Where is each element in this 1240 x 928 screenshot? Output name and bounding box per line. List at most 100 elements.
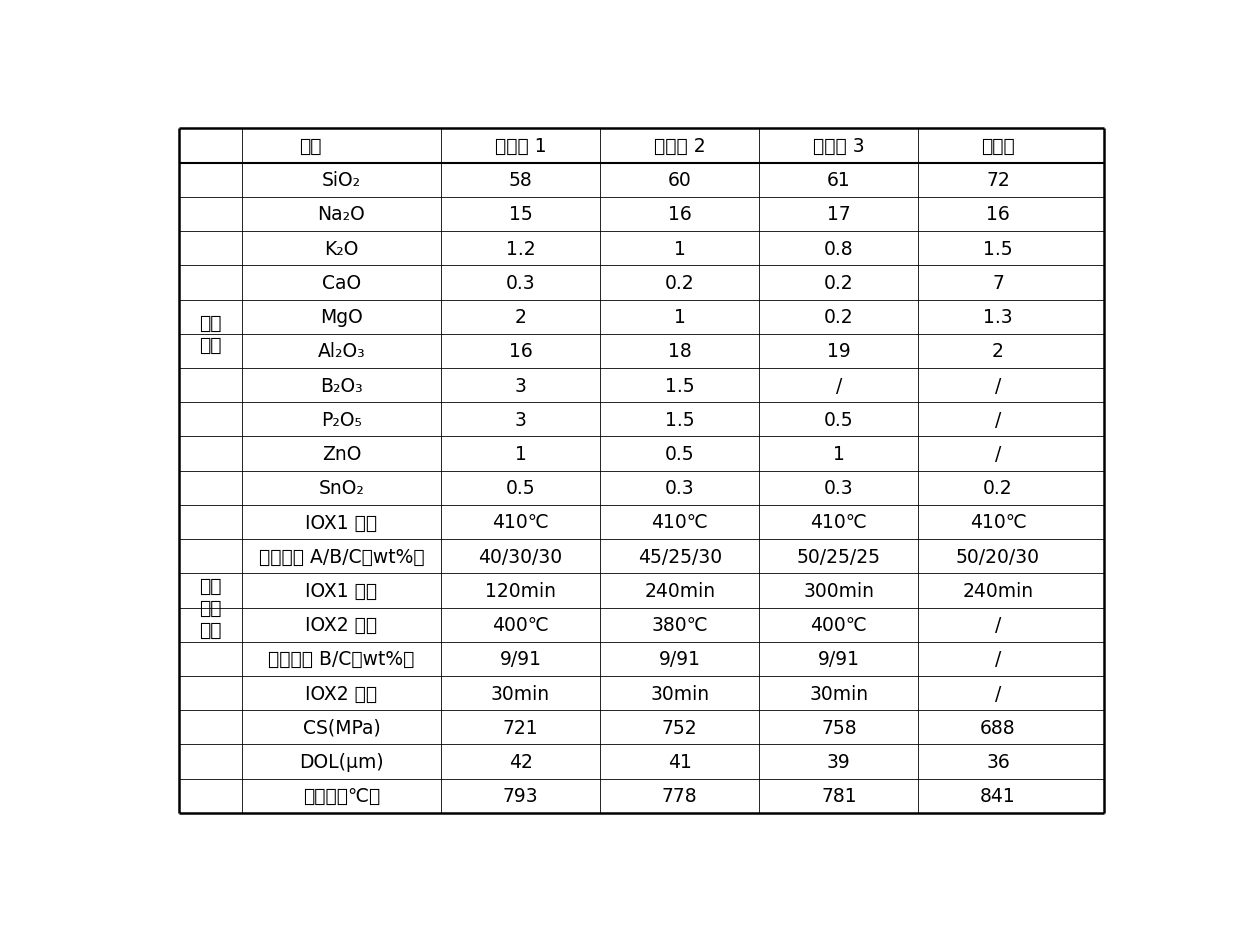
Text: IOX2 时间: IOX2 时间 (305, 684, 377, 702)
Text: /: / (994, 445, 1001, 463)
Text: 16: 16 (986, 205, 1009, 225)
Text: SnO₂: SnO₂ (319, 479, 365, 497)
Text: 758: 758 (821, 718, 857, 737)
Text: 1.3: 1.3 (983, 308, 1013, 327)
Text: 0.8: 0.8 (825, 239, 853, 258)
Text: 30min: 30min (491, 684, 551, 702)
Text: 9/91: 9/91 (818, 650, 859, 669)
Text: 熔盐组成 B/C（wt%）: 熔盐组成 B/C（wt%） (268, 650, 414, 669)
Text: 240min: 240min (644, 581, 715, 600)
Text: 60: 60 (668, 171, 692, 190)
Text: 61: 61 (827, 171, 851, 190)
Text: 793: 793 (502, 786, 538, 806)
Text: 0.3: 0.3 (506, 274, 536, 292)
Text: 752: 752 (662, 718, 698, 737)
Text: 400℃: 400℃ (492, 615, 549, 635)
Text: 36: 36 (986, 753, 1009, 771)
Text: 1: 1 (673, 308, 686, 327)
Text: 380℃: 380℃ (651, 615, 708, 635)
Text: 16: 16 (508, 342, 532, 361)
Text: 0.5: 0.5 (825, 410, 853, 430)
Text: 41: 41 (668, 753, 692, 771)
Text: 1: 1 (673, 239, 686, 258)
Text: 熔盐组成 A/B/C（wt%）: 熔盐组成 A/B/C（wt%） (259, 548, 424, 566)
Text: 30min: 30min (650, 684, 709, 702)
Text: 45/25/30: 45/25/30 (637, 548, 722, 566)
Text: MgO: MgO (320, 308, 363, 327)
Text: 1: 1 (515, 445, 527, 463)
Text: 16: 16 (668, 205, 692, 225)
Text: 2: 2 (515, 308, 527, 327)
Text: 9/91: 9/91 (658, 650, 701, 669)
Text: 240min: 240min (962, 581, 1034, 600)
Text: 1.5: 1.5 (665, 410, 694, 430)
Text: 0.5: 0.5 (665, 445, 694, 463)
Text: 0.5: 0.5 (506, 479, 536, 497)
Text: /: / (994, 650, 1001, 669)
Text: 15: 15 (508, 205, 532, 225)
Text: 50/20/30: 50/20/30 (956, 548, 1040, 566)
Text: 2: 2 (992, 342, 1004, 361)
Text: 软化点（℃）: 软化点（℃） (303, 786, 381, 806)
Text: /: / (994, 410, 1001, 430)
Text: 18: 18 (668, 342, 692, 361)
Text: 实施例 1: 实施例 1 (495, 136, 547, 156)
Text: 40/30/30: 40/30/30 (479, 548, 563, 566)
Text: IOX2 温度: IOX2 温度 (305, 615, 377, 635)
Text: 410℃: 410℃ (811, 513, 867, 532)
Text: 58: 58 (508, 171, 532, 190)
Text: /: / (994, 376, 1001, 395)
Text: 项目: 项目 (299, 136, 321, 156)
Text: Na₂O: Na₂O (317, 205, 366, 225)
Text: 0.2: 0.2 (983, 479, 1013, 497)
Text: 实施例 3: 实施例 3 (813, 136, 864, 156)
Text: 1.2: 1.2 (506, 239, 536, 258)
Text: CaO: CaO (322, 274, 361, 292)
Text: 0.2: 0.2 (825, 308, 853, 327)
Text: IOX1 温度: IOX1 温度 (305, 513, 377, 532)
Text: 19: 19 (827, 342, 851, 361)
Text: 50/25/25: 50/25/25 (797, 548, 880, 566)
Text: CS(MPa): CS(MPa) (303, 718, 381, 737)
Text: 410℃: 410℃ (970, 513, 1027, 532)
Text: 化学
强化
条件: 化学 强化 条件 (200, 576, 222, 639)
Text: 玻璃
组分: 玻璃 组分 (200, 314, 222, 354)
Text: 0.3: 0.3 (825, 479, 853, 497)
Text: K₂O: K₂O (324, 239, 358, 258)
Text: 39: 39 (827, 753, 851, 771)
Text: 688: 688 (981, 718, 1016, 737)
Text: 1.5: 1.5 (665, 376, 694, 395)
Text: 30min: 30min (810, 684, 868, 702)
Text: Al₂O₃: Al₂O₃ (317, 342, 366, 361)
Text: 410℃: 410℃ (492, 513, 549, 532)
Text: SiO₂: SiO₂ (322, 171, 361, 190)
Text: B₂O₃: B₂O₃ (320, 376, 363, 395)
Text: 17: 17 (827, 205, 851, 225)
Text: 0.2: 0.2 (825, 274, 853, 292)
Text: 778: 778 (662, 786, 698, 806)
Text: 3: 3 (515, 410, 527, 430)
Text: 1: 1 (833, 445, 844, 463)
Text: ZnO: ZnO (321, 445, 361, 463)
Text: 实施例 2: 实施例 2 (653, 136, 706, 156)
Text: 400℃: 400℃ (811, 615, 867, 635)
Text: 120min: 120min (485, 581, 556, 600)
Text: 721: 721 (502, 718, 538, 737)
Text: 410℃: 410℃ (651, 513, 708, 532)
Text: 1.5: 1.5 (983, 239, 1013, 258)
Text: 72: 72 (986, 171, 1009, 190)
Text: /: / (836, 376, 842, 395)
Text: IOX1 时间: IOX1 时间 (305, 581, 377, 600)
Text: 42: 42 (508, 753, 532, 771)
Text: /: / (994, 615, 1001, 635)
Text: DOL(μm): DOL(μm) (299, 753, 383, 771)
Text: P₂O₅: P₂O₅ (321, 410, 362, 430)
Text: /: / (994, 684, 1001, 702)
Text: 0.3: 0.3 (665, 479, 694, 497)
Text: 300min: 300min (804, 581, 874, 600)
Text: 781: 781 (821, 786, 857, 806)
Text: 841: 841 (980, 786, 1016, 806)
Text: 7: 7 (992, 274, 1004, 292)
Text: 0.2: 0.2 (665, 274, 694, 292)
Text: 比较例: 比较例 (981, 136, 1014, 156)
